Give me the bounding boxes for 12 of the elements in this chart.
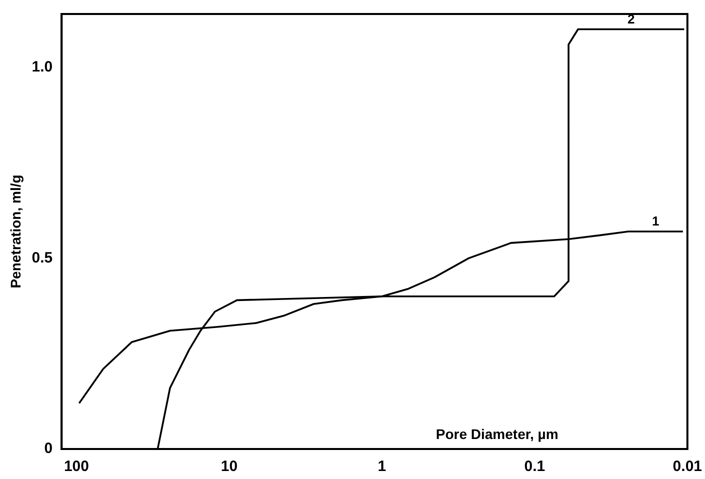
y-tick-label: 0.5 [32,249,53,266]
x-tick-label: 1 [378,458,386,476]
x-tick-label: 10 [220,458,238,476]
series-label: 1 [652,214,660,229]
y-tick-label: 1.0 [32,58,53,76]
y-tick-label: 0 [44,440,53,458]
x-tick-label: 100 [64,458,89,476]
series-label: 2 [627,11,635,26]
x-tick-label: 0.01 [672,458,702,476]
y-axis-title: Penetration, ml/g [7,174,24,288]
x-axis-title: Pore Diameter, µm [436,426,558,442]
x-tick-label: 0.1 [524,458,546,476]
